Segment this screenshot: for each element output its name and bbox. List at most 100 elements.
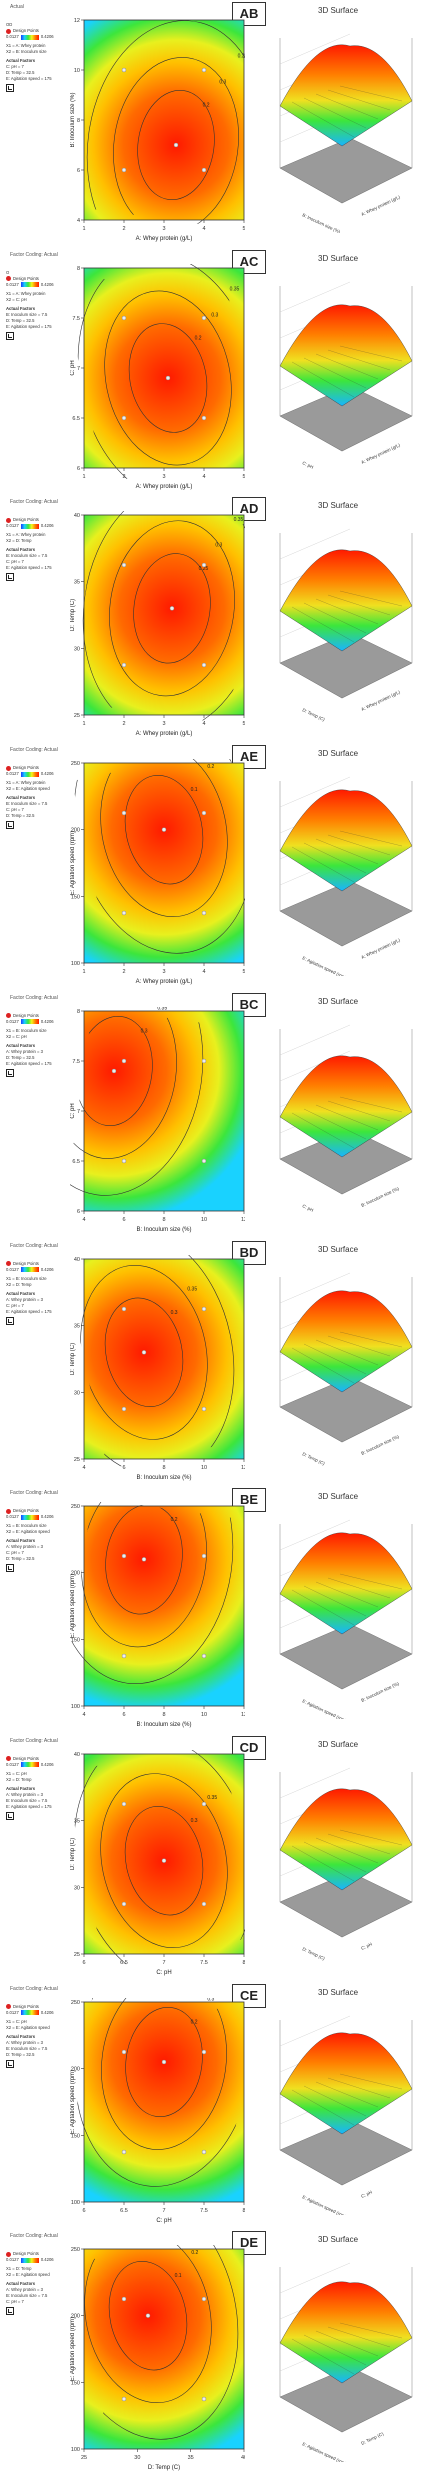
design-point-icon xyxy=(6,517,11,523)
design-point xyxy=(121,1058,127,1064)
color-scale-bar xyxy=(20,2257,39,2263)
design-points-legend: Design Points xyxy=(6,1508,70,1514)
y-tick-label: 200 xyxy=(71,1571,80,1577)
design-points-label: Design Points xyxy=(13,1260,39,1266)
x-axis-label: B: Inoculum size (%) xyxy=(136,1475,191,1481)
design-points-label: Design Points xyxy=(13,2003,39,2009)
contour-plot: 0.30.35468101266.577.58B: Inoculum size … xyxy=(70,1007,245,1233)
scale-low: 0.0127 xyxy=(6,2009,19,2015)
y-axis-label: C: pH xyxy=(70,360,76,375)
contour-line xyxy=(113,57,239,229)
x-tick-label: 5 xyxy=(242,474,245,480)
surface-x-axis-label: E: Agitation speed (rpm) xyxy=(302,2442,348,2463)
axis-coding-line: X1 = C: pH xyxy=(6,2018,27,2024)
scale-high: 0.4206 xyxy=(40,1266,54,1272)
actual-factor: D: Temp = 32.5 xyxy=(6,2051,35,2057)
design-points-label: Design Points xyxy=(13,2251,39,2257)
contour-line xyxy=(128,323,208,433)
color-scale: 0.0127 0.4206 xyxy=(6,2010,70,2016)
floor-projection xyxy=(279,137,413,204)
x-tick-label: 6 xyxy=(122,1217,125,1223)
y-tick-label: 6 xyxy=(77,1209,80,1215)
contour-line xyxy=(104,290,232,466)
design-point xyxy=(201,1158,207,1164)
actual-factor: A: Whey protein = 3 xyxy=(6,1791,43,1797)
actual-factor: A: Whey protein = 3 xyxy=(6,1296,43,1302)
design-point xyxy=(145,2313,151,2319)
axis-coding-line: X2 = C: pH xyxy=(6,1033,27,1039)
contour-line xyxy=(71,2245,239,2440)
legend: Design Points 0.0127 0.4206 X1 = C: pH X2 = … xyxy=(6,1756,70,1822)
factor-coding-label: Actual xyxy=(10,4,24,10)
axis-coding-line: X1 = A: Whey protein xyxy=(6,290,46,296)
y-tick-label: 100 xyxy=(71,1704,80,1710)
color-scale-bar xyxy=(20,1762,39,1768)
y-tick-label: 7.5 xyxy=(72,316,80,322)
y-tick-label: 6 xyxy=(77,466,80,472)
response-surface xyxy=(279,789,413,892)
actual-factor: A: Whey protein = 3 xyxy=(6,2039,43,2045)
design-point xyxy=(121,2297,127,2302)
design-points-label: Design Points xyxy=(13,28,39,33)
y-tick-label: 25 xyxy=(74,1952,80,1958)
y-axis-label: D: Temp (C) xyxy=(70,599,76,631)
design-point xyxy=(121,2397,127,2402)
contour-label: 0.35 xyxy=(238,54,245,60)
actual-factor: B: Inoculum size = 7.5 xyxy=(6,2045,48,2051)
3d-surface-plot: D: Temp (C) C: pH xyxy=(279,1767,413,1961)
contour-label: 0.2 xyxy=(207,764,214,770)
scale-high: 0.4206 xyxy=(40,34,54,39)
axis-coding-line: X2 = B: Inoculum size xyxy=(6,49,47,54)
x-tick-label: 4 xyxy=(202,721,205,727)
actual-factor: A: Whey protein = 3 xyxy=(6,2287,43,2293)
y-tick-label: 6.5 xyxy=(72,1159,80,1165)
contour-label: 0.2 xyxy=(195,335,202,341)
actual-factors-heading: Actual Factors xyxy=(6,1042,36,1048)
x-tick-label: 4 xyxy=(202,226,205,232)
y-tick-label: 7 xyxy=(77,366,80,372)
3d-surface-plot: E: Agitation speed (rpm) A: Whey protein … xyxy=(279,776,413,976)
color-scale-bar xyxy=(20,771,39,777)
x-tick-label: 2 xyxy=(122,474,125,480)
actual-factor: B: Inoculum size = 7.5 xyxy=(6,553,48,559)
floor-projection xyxy=(279,633,413,699)
x-tick-label: 1 xyxy=(82,969,85,975)
y-axis-label: C: pH xyxy=(70,1103,76,1118)
response-surface xyxy=(279,304,413,406)
design-point xyxy=(141,1349,147,1355)
x-tick-label: 4 xyxy=(202,474,205,480)
design-point xyxy=(121,663,127,668)
x-tick-label: 6.5 xyxy=(120,2208,128,2214)
response-surface-fill xyxy=(83,267,245,469)
scale-high: 0.4206 xyxy=(40,1018,54,1024)
factor-coding-label: Factor Coding: Actual xyxy=(10,2233,58,2240)
x-tick-label: 10 xyxy=(201,1217,207,1223)
design-point xyxy=(201,563,207,568)
actual-factor: B: Inoculum size = 7.5 xyxy=(6,1797,48,1803)
design-points-label: Design Points xyxy=(13,1012,39,1018)
3d-surface-plot: C: pH B: Inoculum size (%) xyxy=(279,1024,413,1213)
actual-factors-heading: Actual Factors xyxy=(6,58,36,63)
x-tick-label: 25 xyxy=(81,2455,87,2461)
actual-factors-heading: Actual Factors xyxy=(6,2033,36,2039)
y-tick-label: 12 xyxy=(74,18,80,24)
scale-low: 0.0127 xyxy=(6,1018,19,1024)
response-surface xyxy=(279,550,413,652)
x-tick-label: 6 xyxy=(122,1712,125,1718)
factor-coding-label: Factor Coding: Actual xyxy=(10,499,58,506)
contour-plot: 0.10.20.312345100150200250A: Whey protei… xyxy=(70,759,245,985)
x-tick-label: 40 xyxy=(241,2455,245,2461)
x-tick-label: 4 xyxy=(202,969,205,975)
floor-projection xyxy=(279,1376,413,1442)
design-point xyxy=(161,2059,167,2064)
scale-high: 0.4206 xyxy=(40,1761,54,1767)
3d-surface-plot: C: pH A: Whey protein (g/L) xyxy=(279,281,413,469)
design-point xyxy=(201,2297,207,2302)
surface-y-axis-label: B: Inoculum size (%) xyxy=(360,1433,400,1455)
design-point xyxy=(121,1801,127,1807)
contour-line xyxy=(100,759,228,918)
design-point-icon xyxy=(6,28,11,34)
design-point xyxy=(121,167,127,173)
factor-coding-label: Factor Coding: Actual xyxy=(10,1985,58,1992)
design-point xyxy=(201,2397,207,2402)
